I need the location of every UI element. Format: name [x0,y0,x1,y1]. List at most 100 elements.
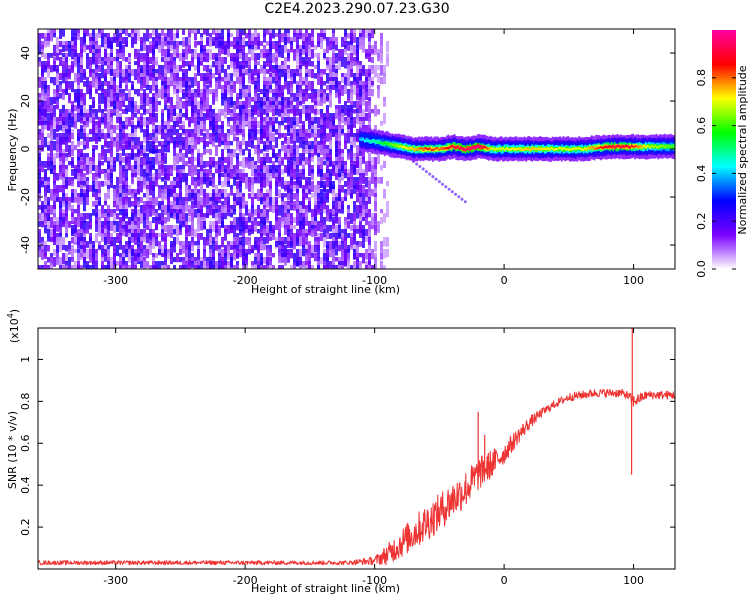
noise-cell [167,213,170,218]
noise-cell [164,253,167,262]
signal-ridge-cell [394,142,397,147]
noise-cell [242,169,245,177]
noise-cell [62,221,65,228]
noise-cell [299,173,302,178]
noise-cell [107,141,110,149]
noise-cell [200,113,203,119]
noise-cell [341,261,344,266]
noise-cell [212,181,215,188]
noise-cell [350,109,353,120]
noise-cell [227,265,230,269]
noise-cell [368,221,371,232]
noise-cell [374,169,377,179]
noise-cell [302,89,305,97]
noise-cell [371,69,374,74]
noise-cell [356,61,359,67]
noise-cell [182,153,185,165]
noise-cell [95,33,98,43]
noise-cell [107,133,110,138]
noise-cell [275,197,278,204]
noise-cell [251,73,254,85]
noise-cell [209,73,212,84]
noise-cell [137,237,140,247]
noise-cell [248,229,251,236]
noise-cell [104,181,107,187]
noise-cell [320,121,323,127]
noise-cell [329,241,332,250]
noise-cell [278,121,281,129]
noise-cell [38,233,41,244]
noise-cell [173,85,176,92]
noise-cell [356,257,359,265]
noise-cell [263,265,266,269]
noise-cell [263,165,266,173]
noise-cell [125,137,128,143]
noise-cell [167,165,170,173]
noise-cell [371,165,374,174]
noise-cell [197,101,200,109]
noise-cell [203,133,206,141]
noise-cell [113,265,116,269]
noise-cell [56,105,59,110]
noise-cell [200,129,203,136]
noise-cell [254,89,257,94]
noise-cell [113,125,116,134]
noise-cell [254,105,257,115]
noise-cell [338,125,341,130]
noise-cell [62,121,65,128]
noise-cell [83,37,86,48]
noise-cell [236,141,239,151]
noise-cell [50,145,53,157]
side-branch-point [428,172,432,176]
noise-cell [335,217,338,222]
noise-cell [131,221,134,230]
noise-cell [383,101,386,106]
noise-cell [116,69,119,78]
noise-cell [239,37,242,48]
noise-cell [80,221,83,233]
noise-cell [182,261,185,268]
noise-cell [233,245,236,253]
noise-cell [347,53,350,61]
noise-cell [311,209,314,221]
noise-cell [83,181,86,186]
noise-cell [368,113,371,123]
noise-cell [194,105,197,116]
noise-cell [80,153,83,161]
noise-cell [338,241,341,246]
noise-cell [44,225,47,230]
noise-cell [143,229,146,237]
noise-cell [350,61,353,67]
noise-cell [356,85,359,97]
noise-cell [221,261,224,268]
noise-cell [326,249,329,257]
noise-cell [50,133,53,143]
noise-cell [269,249,272,257]
noise-cell [380,77,383,85]
noise-cell [44,85,47,96]
noise-cell [260,41,263,46]
noise-cell [230,241,233,246]
noise-cell [59,121,62,126]
noise-cell [182,241,185,249]
noise-cell [230,117,233,122]
noise-cell [257,229,260,234]
noise-cell [239,53,242,59]
noise-cell [335,165,338,177]
noise-cell [263,257,266,264]
noise-cell [125,121,128,129]
noise-cell [137,157,140,166]
noise-cell [140,73,143,78]
noise-cell [299,265,302,269]
noise-cell [317,193,320,199]
noise-cell [209,33,212,41]
noise-cell [176,53,179,59]
noise-cell [275,173,278,180]
noise-cell [290,153,293,161]
noise-cell [206,149,209,154]
noise-cell [44,177,47,185]
signal-ridge-cell [450,145,453,150]
noise-cell [224,213,227,220]
noise-cell [170,245,173,257]
noise-cell [362,101,365,106]
